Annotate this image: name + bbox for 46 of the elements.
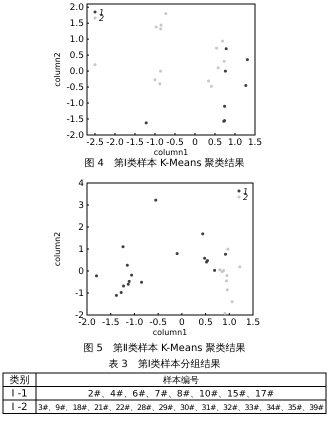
y-axis-title: column2 (53, 232, 62, 266)
text: Ⅰ -2 (11, 402, 28, 413)
legend-label: 2 (99, 14, 104, 23)
y-tick-label: -1.0 (66, 99, 84, 110)
y-tick-label: 1.5 (70, 19, 84, 30)
y-tick-label: -2.0 (66, 131, 84, 141)
x-tick-label: 0 (192, 138, 198, 148)
x-tick-label: -1.0 (146, 138, 164, 148)
x-tick-label: 0.5 (198, 318, 213, 328)
y-tick-label: 2 (78, 223, 84, 233)
text: Ⅰ -1 (11, 388, 28, 400)
y-tick-label: 0 (78, 267, 84, 277)
y-tick-label: 0.5 (70, 51, 84, 62)
text: 类别 (10, 374, 30, 386)
text: 图 4 第Ⅰ类样本 K-Means 聚类结果 (84, 157, 245, 169)
x-tick-label: -1.0 (126, 318, 144, 328)
x-tick-label: 1.5 (248, 138, 262, 148)
y-tick-label: 0.0 (70, 67, 84, 78)
x-tick-label: 1.0 (228, 138, 242, 148)
x-tick-label: -0.5 (166, 138, 184, 148)
x-tick-label: -2.5 (86, 138, 104, 148)
x-tick-label: -2.0 (106, 138, 124, 148)
x-tick-label: 0 (178, 318, 185, 328)
text: 样本编号 (163, 375, 199, 386)
x-tick-label: -1.5 (102, 318, 120, 328)
x-tick-label: -0.5 (149, 318, 167, 328)
y-tick-label: 2.0 (70, 3, 84, 14)
x-tick-label: -1.5 (126, 138, 144, 148)
y-tick-label: 3 (78, 201, 84, 211)
y-tick-label: -0.5 (66, 83, 84, 94)
y-tick-label: 4 (78, 179, 84, 189)
x-axis-title: column1 (152, 328, 188, 337)
x-axis-title: column1 (154, 148, 188, 157)
y-tick-label: -1 (75, 289, 84, 299)
x-tick-label: 0.5 (208, 138, 222, 148)
x-tick-label: 1.5 (246, 318, 260, 328)
y-tick-label: 1.0 (70, 35, 84, 46)
text: 2#、4#、6#、7#、8#、10#、15#、17# (88, 390, 274, 400)
y-tick-label: -1.5 (66, 115, 84, 126)
text: 图 5 第Ⅱ类样本 K-Means 聚类结果 (83, 342, 246, 354)
y-tick-label: 1 (78, 245, 84, 255)
legend-label: 2 (243, 193, 248, 202)
text: 表 3 第Ⅰ类样本分组结果 (108, 358, 221, 370)
x-tick-label: 1.0 (222, 318, 237, 328)
y-tick-label: -2 (75, 311, 84, 321)
y-axis-title: column2 (53, 52, 62, 87)
